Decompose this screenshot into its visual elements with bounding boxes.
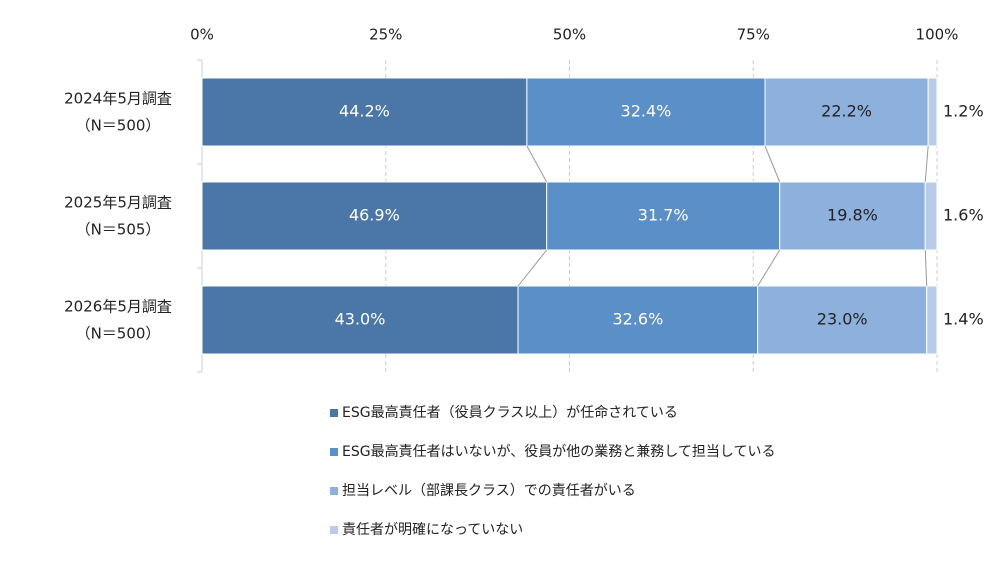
x-tick-label: 100% [916, 26, 959, 44]
legend-label: 担当レベル（部課長クラス）での責任者がいる [342, 483, 636, 499]
bar-segment [201, 181, 548, 251]
category-label: 2024年5月調査 [64, 90, 172, 108]
value-label: 46.9% [349, 206, 400, 225]
category-label: （N＝500） [76, 325, 161, 343]
category-label: 2026年5月調査 [64, 298, 172, 316]
bar-segment [764, 77, 929, 147]
bar-segment [201, 285, 519, 355]
x-tick-label: 75% [737, 26, 770, 44]
x-tick-label: 50% [553, 26, 586, 44]
value-label: 1.2% [943, 102, 984, 121]
x-tick-label: 0% [190, 26, 214, 44]
value-label: 32.4% [621, 102, 672, 121]
bar-segment [526, 77, 766, 147]
value-label: 31.7% [638, 206, 689, 225]
value-label: 1.6% [943, 206, 984, 225]
x-tick-label: 25% [369, 26, 402, 44]
value-label: 19.8% [827, 206, 878, 225]
bar-segment [924, 181, 938, 251]
bar-segment [779, 181, 926, 251]
bar-segment [546, 181, 781, 251]
value-label: 23.0% [817, 310, 868, 329]
legend-swatch [330, 487, 338, 495]
value-label: 22.2% [821, 102, 872, 121]
bar-segment [927, 77, 938, 147]
bar-segment [517, 285, 759, 355]
connector-line [764, 145, 781, 183]
bar-segment [926, 285, 938, 355]
legend-label: 責任者が明確になっていない [342, 522, 523, 538]
legend-swatch [330, 526, 338, 534]
bar-segment [757, 285, 928, 355]
value-label: 44.2% [339, 102, 390, 121]
connector-line [526, 145, 548, 183]
legend-label: ESG最高責任者はいないが、役員が他の業務と兼務して担当している [342, 443, 775, 460]
value-label: 32.6% [612, 310, 663, 329]
value-label: 43.0% [335, 310, 386, 329]
category-label: （N＝500） [76, 117, 161, 135]
connector-line [517, 249, 548, 287]
connector-line [924, 145, 929, 183]
legend-swatch [330, 409, 338, 417]
category-label: （N＝505） [76, 221, 161, 239]
connector-line [924, 249, 928, 287]
legend-label: ESG最高責任者（役員クラス以上）が任命されている [342, 404, 678, 421]
category-label: 2025年5月調査 [64, 194, 172, 212]
value-label: 1.4% [943, 310, 984, 329]
legend-swatch [330, 448, 338, 456]
connector-line [757, 249, 781, 287]
